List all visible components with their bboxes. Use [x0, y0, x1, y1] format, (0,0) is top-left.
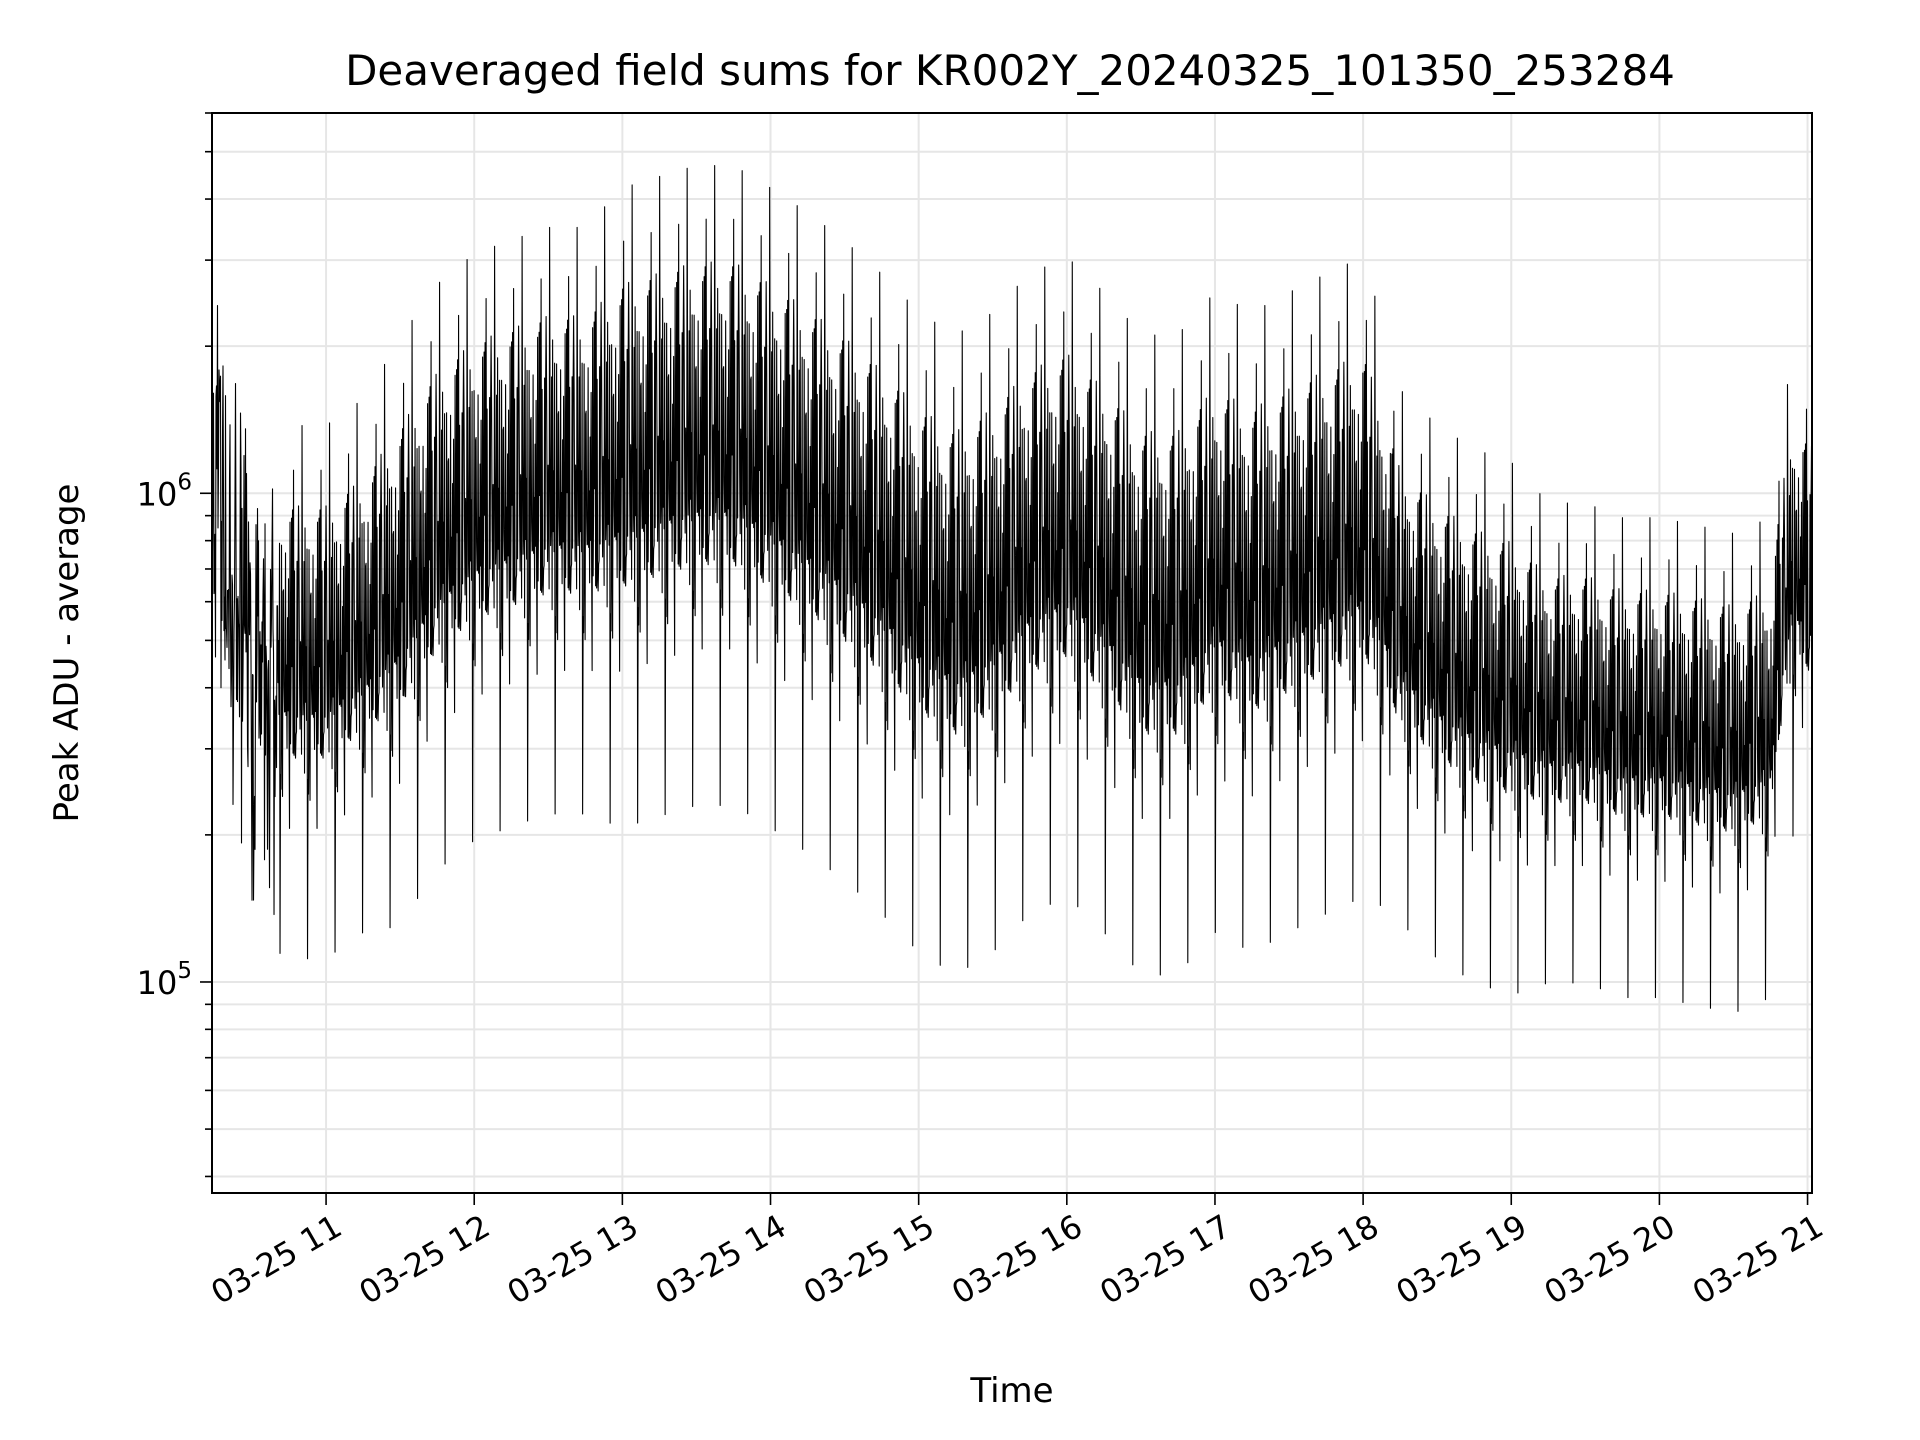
y-axis-ticks: 105 106 [137, 112, 212, 1178]
y-axis-label: Peak ADU - average [47, 484, 87, 823]
series-line [211, 165, 1813, 1012]
plot-frame [211, 112, 1813, 1194]
series-line-group [211, 165, 1813, 1012]
chart-title: Deaveraged field sums for KR002Y_2024032… [345, 46, 1675, 95]
y-tick-label: 105 [137, 958, 192, 1002]
x-axis-label: Time [969, 1371, 1053, 1411]
y-tick-label: 106 [137, 469, 192, 513]
